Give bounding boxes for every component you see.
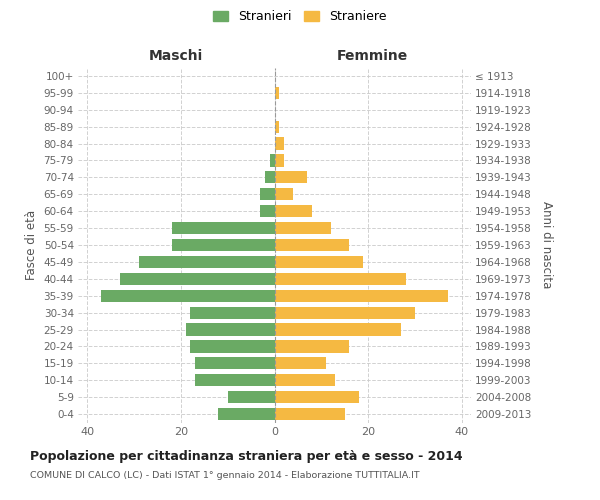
Bar bbox=[185, 324, 275, 336]
Y-axis label: Anni di nascita: Anni di nascita bbox=[540, 202, 553, 288]
Bar bbox=[275, 357, 326, 370]
Text: Popolazione per cittadinanza straniera per età e sesso - 2014: Popolazione per cittadinanza straniera p… bbox=[30, 450, 463, 463]
Bar bbox=[275, 340, 349, 352]
Bar bbox=[275, 391, 359, 403]
Bar bbox=[260, 188, 275, 200]
Text: Maschi: Maschi bbox=[149, 48, 203, 62]
Bar bbox=[195, 374, 275, 386]
Bar bbox=[275, 154, 284, 166]
Text: COMUNE DI CALCO (LC) - Dati ISTAT 1° gennaio 2014 - Elaborazione TUTTITALIA.IT: COMUNE DI CALCO (LC) - Dati ISTAT 1° gen… bbox=[30, 471, 419, 480]
Bar bbox=[172, 222, 275, 234]
Bar bbox=[275, 272, 406, 285]
Bar bbox=[101, 290, 275, 302]
Bar bbox=[275, 290, 448, 302]
Bar bbox=[275, 374, 335, 386]
Y-axis label: Fasce di età: Fasce di età bbox=[25, 210, 38, 280]
Bar bbox=[190, 340, 275, 352]
Bar bbox=[275, 188, 293, 200]
Bar bbox=[275, 138, 284, 149]
Bar bbox=[275, 205, 312, 218]
Text: Femmine: Femmine bbox=[337, 48, 409, 62]
Bar bbox=[228, 391, 275, 403]
Bar bbox=[275, 408, 344, 420]
Bar bbox=[275, 120, 279, 133]
Bar bbox=[260, 205, 275, 218]
Bar bbox=[218, 408, 275, 420]
Bar bbox=[265, 172, 275, 183]
Bar bbox=[270, 154, 275, 166]
Legend: Stranieri, Straniere: Stranieri, Straniere bbox=[209, 6, 391, 26]
Bar bbox=[275, 306, 415, 318]
Bar bbox=[275, 324, 401, 336]
Bar bbox=[275, 87, 279, 99]
Bar bbox=[190, 306, 275, 318]
Bar bbox=[275, 172, 307, 183]
Bar bbox=[120, 272, 275, 285]
Bar bbox=[195, 357, 275, 370]
Bar bbox=[275, 222, 331, 234]
Bar bbox=[139, 256, 275, 268]
Bar bbox=[275, 239, 349, 251]
Bar bbox=[172, 239, 275, 251]
Bar bbox=[275, 256, 364, 268]
